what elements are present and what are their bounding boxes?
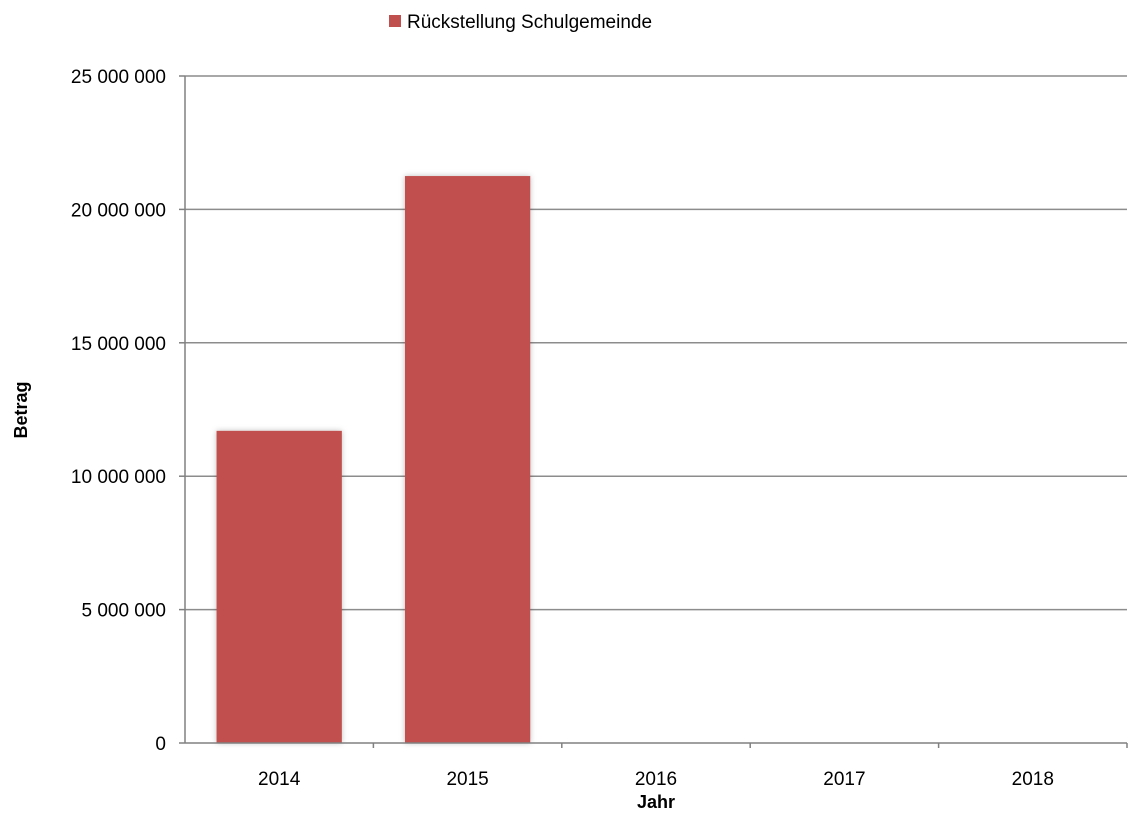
legend: Rückstellung Schulgemeinde (389, 12, 652, 33)
x-tick-label: 2018 (1012, 769, 1054, 790)
y-tick-label: 5 000 000 (81, 601, 166, 622)
bar-2015 (404, 176, 531, 744)
bars (216, 176, 531, 744)
legend-swatch (389, 15, 401, 27)
x-axis-title: Jahr (637, 792, 675, 812)
y-tick-label: 20 000 000 (71, 200, 166, 221)
gridlines (185, 75, 1127, 611)
x-tick-label: 2017 (823, 769, 865, 790)
y-tick-label: 15 000 000 (71, 334, 166, 355)
x-tick-label: 2014 (258, 769, 301, 790)
bar-2014 (216, 430, 342, 743)
y-axis-title: Betrag (11, 381, 31, 438)
y-tick-label: 25 000 000 (71, 67, 166, 88)
y-tick-label: 10 000 000 (71, 467, 166, 488)
x-tick-label: 2015 (446, 769, 488, 790)
y-ticks: 0 5 000 000 10 000 000 15 000 000 20 000 000… (71, 67, 185, 755)
legend-label: Rückstellung Schulgemeinde (407, 12, 652, 33)
y-tick-label: 0 (155, 734, 166, 755)
x-tick-label: 2016 (635, 769, 677, 790)
x-ticks: 2014 2015 2016 2017 2018 (258, 743, 1128, 790)
